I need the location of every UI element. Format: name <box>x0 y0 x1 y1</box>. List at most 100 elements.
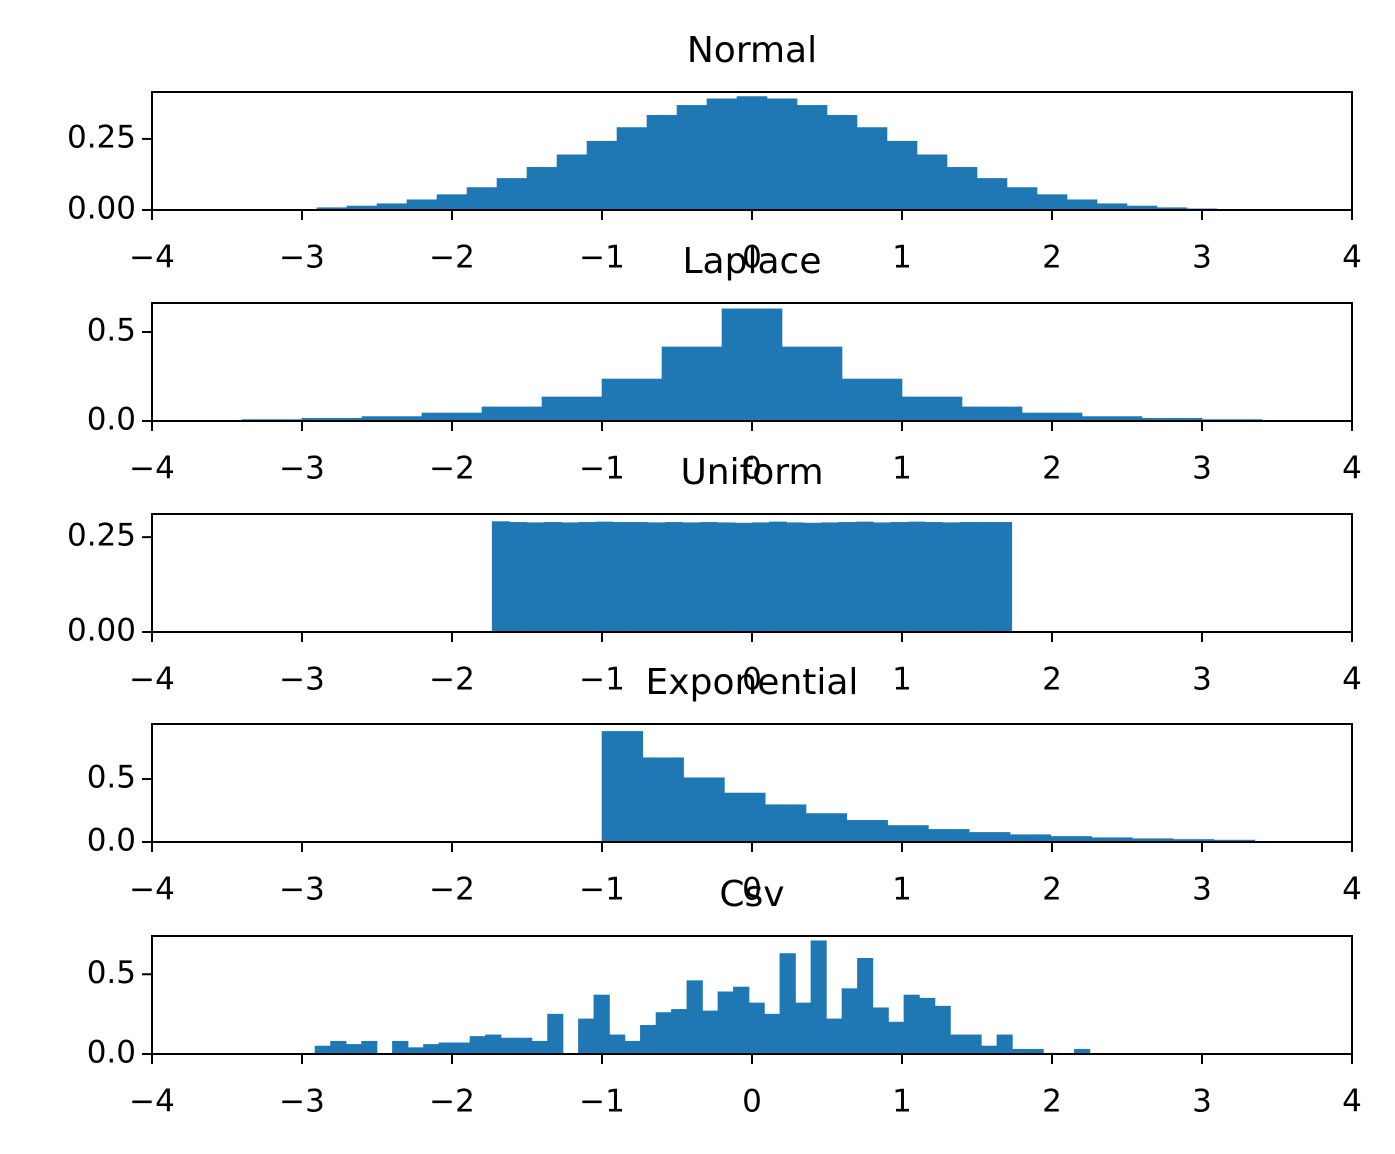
x-tick-label: −1 <box>579 872 625 908</box>
hist-bar <box>916 154 948 211</box>
x-tick-label: −2 <box>429 1084 475 1120</box>
hist-bar <box>578 522 597 633</box>
hist-bar <box>586 140 618 211</box>
x-tick-label: 2 <box>1042 662 1062 698</box>
hist-bar <box>721 308 783 422</box>
x-tick-label: 4 <box>1342 451 1362 487</box>
hist-bar <box>826 1018 843 1055</box>
hist-bar <box>595 521 614 633</box>
hist-bar <box>796 105 828 211</box>
hist-bar <box>593 994 610 1055</box>
hist-bar <box>438 1042 455 1055</box>
hist-bar <box>768 521 787 633</box>
x-tick-label: −1 <box>579 662 625 698</box>
hist-bar <box>810 940 827 1055</box>
hist-bar <box>961 406 1023 422</box>
x-tick-label: 4 <box>1342 1084 1362 1120</box>
hist-bar <box>469 1036 486 1055</box>
hist-bar <box>934 1005 951 1055</box>
hist-bar <box>887 825 929 843</box>
hist-bar <box>959 522 978 633</box>
hist-bar <box>676 105 708 211</box>
x-tick-label: 0 <box>742 240 762 276</box>
x-tick-label: 3 <box>1192 872 1212 908</box>
hist-bar <box>1066 199 1098 211</box>
x-tick-label: 4 <box>1342 240 1362 276</box>
hist-bar <box>942 522 961 633</box>
y-tick-label: 0.25 <box>67 518 136 554</box>
hist-bar <box>872 1007 889 1055</box>
hist-bar <box>665 522 684 633</box>
hist-bar <box>968 832 1011 843</box>
hist-bar <box>330 1040 347 1055</box>
hist-bar <box>423 1044 440 1055</box>
hist-bar <box>976 178 1008 211</box>
x-tick-label: 0 <box>742 451 762 487</box>
hist-bar <box>531 1040 548 1055</box>
y-tick-label: 0.5 <box>87 313 136 349</box>
hist-bar <box>601 731 644 843</box>
hist-bar <box>950 1034 967 1055</box>
hist-bar <box>764 1013 781 1055</box>
hist-bar <box>686 980 703 1055</box>
y-tick-label: 0.0 <box>87 823 136 859</box>
hist-bar <box>838 522 857 633</box>
hist-bar <box>717 991 734 1055</box>
x-tick-label: 2 <box>1042 451 1062 487</box>
hist-bar <box>826 115 858 211</box>
hist-bar <box>733 986 750 1055</box>
x-tick-label: 2 <box>1042 872 1062 908</box>
hist-bar <box>805 813 848 843</box>
x-tick-label: 4 <box>1342 662 1362 698</box>
hist-bar <box>994 522 1013 633</box>
hist-bar <box>345 1044 362 1055</box>
x-tick-label: −4 <box>129 662 175 698</box>
x-tick-label: −1 <box>579 451 625 487</box>
hist-bar <box>786 522 805 633</box>
x-tick-label: −4 <box>129 240 175 276</box>
x-tick-label: 3 <box>1192 662 1212 698</box>
x-tick-label: −2 <box>429 451 475 487</box>
hist-bar <box>491 521 510 633</box>
hist-bar <box>734 522 753 633</box>
hist-bar <box>888 1021 905 1055</box>
hist-bar <box>1021 412 1083 422</box>
hist-bar <box>1006 187 1038 211</box>
hist-bar <box>706 98 738 211</box>
hist-bar <box>856 127 888 211</box>
subplot-title: Exponential <box>646 662 859 703</box>
hist-bar <box>717 522 736 633</box>
hist-bar <box>616 127 648 211</box>
hist-bar <box>556 154 588 211</box>
hist-bar <box>924 522 943 633</box>
hist-bar <box>578 1018 595 1055</box>
hist-bar <box>872 522 891 633</box>
x-tick-label: −3 <box>279 1084 325 1120</box>
hist-bar <box>642 757 684 843</box>
hist-bar <box>421 412 483 422</box>
hist-bar <box>779 953 796 1055</box>
hist-bar <box>683 777 725 843</box>
x-tick-label: 2 <box>1042 1084 1062 1120</box>
hist-bar <box>613 522 632 633</box>
x-tick-label: 0 <box>742 1084 762 1120</box>
x-tick-label: −3 <box>279 451 325 487</box>
hist-bar <box>857 958 874 1055</box>
hist-bar <box>406 199 438 211</box>
hist-bar <box>436 194 468 211</box>
hist-bar <box>314 1045 331 1055</box>
hist-bar <box>919 997 936 1055</box>
x-tick-label: 0 <box>742 662 762 698</box>
y-tick-label: 0.5 <box>87 760 136 796</box>
x-tick-label: −4 <box>129 451 175 487</box>
hist-bar <box>996 1034 1013 1055</box>
subplot-title: Laplace <box>683 241 822 282</box>
hist-bar <box>751 522 770 633</box>
x-tick-label: 2 <box>1042 240 1062 276</box>
hist-bar <box>543 522 562 633</box>
hist-bar <box>509 522 528 633</box>
hist-bar <box>890 522 909 633</box>
x-tick-label: 4 <box>1342 872 1362 908</box>
hist-bar <box>781 346 843 422</box>
